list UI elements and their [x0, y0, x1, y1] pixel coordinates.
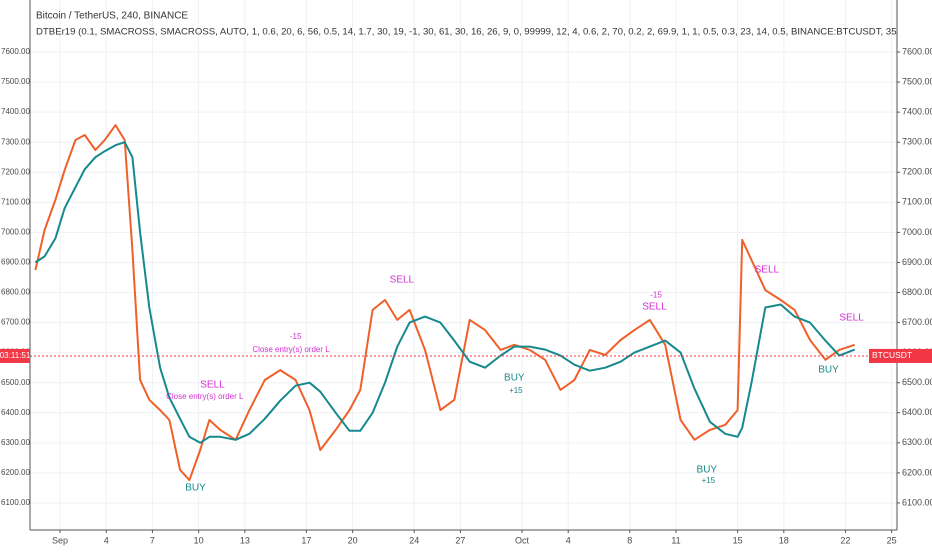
y-tick-label-right: 6900.00 [902, 257, 932, 267]
x-tick-label: 22 [840, 535, 850, 545]
annotation: +15 [702, 476, 716, 485]
x-tick-label: 11 [671, 535, 680, 545]
annotation: SELL [642, 302, 667, 313]
axes: 6100.00 6100.00 6200.00 6200.00 6300.00 6300.… [0, 46, 932, 545]
x-tick-label: 13 [240, 535, 250, 545]
x-tick-label: 15 [733, 535, 743, 545]
x-tick-label: 25 [887, 535, 897, 545]
y-tick-label-right: 7000.00 [902, 227, 932, 237]
annotation: SELL [200, 379, 225, 390]
y-tick-label-right: 6700.00 [902, 317, 932, 327]
y-tick-label-right: 7100.00 [902, 197, 932, 207]
y-tick-label-left: 6400.00 [1, 408, 30, 417]
annotation: BUY [697, 465, 718, 476]
y-tick-label-left: 7200.00 [1, 167, 30, 176]
y-tick-label-right: 7600.00 [902, 46, 932, 56]
annotation: +15 [509, 386, 523, 395]
x-tick-label: 8 [627, 535, 632, 545]
y-tick-label-right: 6400.00 [902, 407, 932, 417]
y-tick-label-left: 7000.00 [1, 227, 30, 236]
price-line [34, 141, 856, 444]
x-tick-label: 7 [150, 535, 155, 545]
y-tick-label-left: 7100.00 [1, 197, 30, 206]
x-tick-label: Sep [52, 535, 68, 545]
y-tick-label-left: 6800.00 [1, 288, 30, 297]
y-tick-label-left: 6700.00 [1, 318, 30, 327]
annotation: SELL [839, 312, 864, 323]
y-tick-label-right: 6100.00 [902, 497, 932, 507]
annotation: Close entry(s) order L [252, 345, 330, 354]
y-tick-label-right: 7500.00 [902, 76, 932, 86]
y-tick-label-right: 7200.00 [902, 167, 932, 177]
annotation: BUY [185, 483, 206, 494]
y-tick-label-left: 6300.00 [1, 438, 30, 447]
x-tick-label: 17 [301, 535, 311, 545]
y-tick-label-right: 6300.00 [902, 437, 932, 447]
y-tick-label-right: 7300.00 [902, 137, 932, 147]
annotation: SELL [390, 275, 415, 286]
y-tick-label-left: 6100.00 [1, 498, 30, 507]
time-label-box [0, 348, 30, 363]
annotation: -15 [290, 332, 302, 341]
y-tick-label-right: 6500.00 [902, 377, 932, 387]
x-tick-label: 10 [194, 535, 204, 545]
x-tick-label: 27 [455, 535, 465, 545]
y-tick-label-left: 6500.00 [1, 378, 30, 387]
y-tick-label-left: 7300.00 [1, 137, 30, 146]
y-tick-label-right: 6200.00 [902, 467, 932, 477]
annotation: BUY [818, 365, 839, 376]
price-line [34, 124, 856, 482]
y-tick-label-left: 6200.00 [1, 468, 30, 477]
y-tick-label-left: 6900.00 [1, 258, 30, 267]
x-tick-label: 18 [779, 535, 789, 545]
annotation: SELL [755, 265, 780, 276]
x-tick-label: 20 [348, 535, 358, 545]
x-tick-label: Oct [515, 535, 530, 545]
x-tick-label: 4 [104, 535, 109, 545]
subtitle-clip: DTBEr19 (0.1, SMACROSS, SMACROSS, AUTO, … [36, 27, 932, 38]
symbol-label: BTCUSDT [872, 350, 912, 360]
symbol-label-box [869, 348, 932, 363]
y-tick-label-right: 7400.00 [902, 107, 932, 117]
y-tick-label-left: 7600.00 [1, 47, 30, 56]
annotation: -15 [650, 291, 662, 300]
plot-area: SELL Close entry(s) order L BUY -15 Close en… [30, 124, 897, 494]
y-tick-label-right: 6800.00 [902, 287, 932, 297]
annotation: Close entry(s) order L [166, 392, 244, 401]
chart-title: Bitcoin / TetherUS, 240, BINANCE [36, 11, 188, 22]
x-tick-label: 4 [566, 535, 571, 545]
annotation: BUY [504, 373, 525, 384]
x-tick-label: 24 [409, 535, 419, 545]
y-tick-label-left: 7500.00 [1, 77, 30, 86]
indicator-legend: DTBEr19 (0.1, SMACROSS, SMACROSS, AUTO, … [36, 27, 932, 38]
y-tick-label-left: 7400.00 [1, 107, 30, 116]
time-label: 03:11:51 [0, 351, 31, 360]
